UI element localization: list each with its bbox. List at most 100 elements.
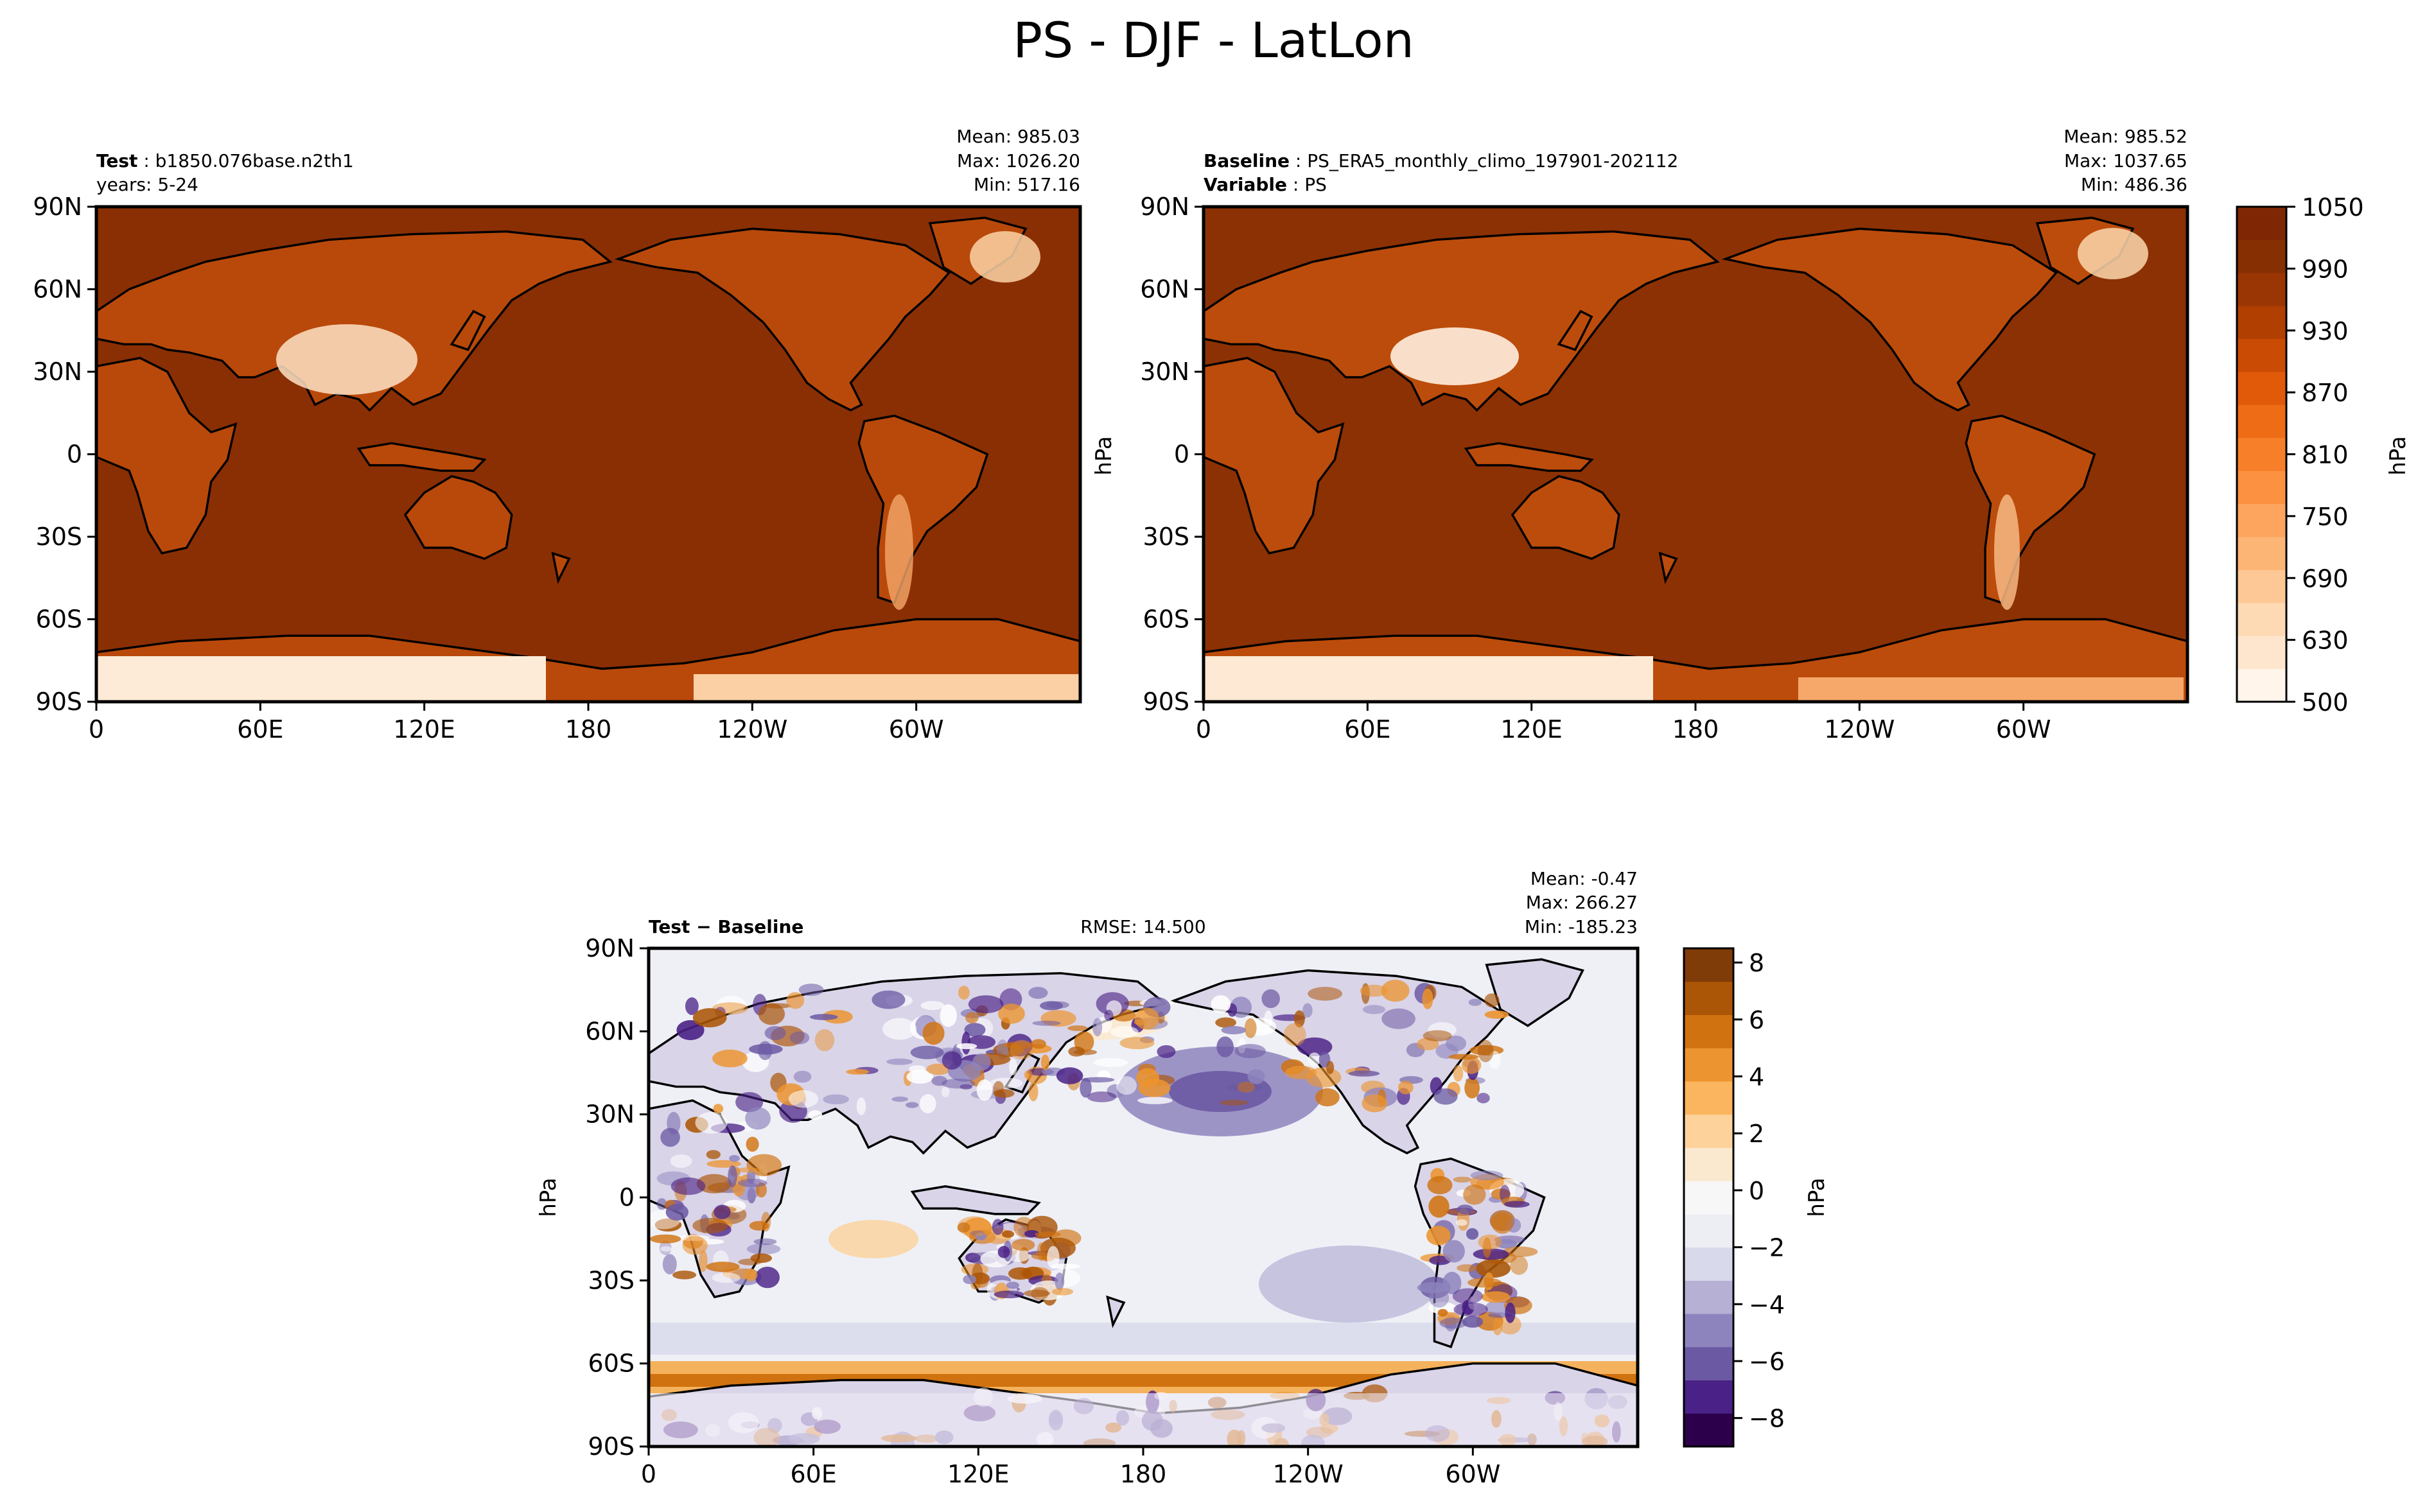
diff-terrain-anomaly (1234, 1044, 1266, 1059)
diff-terrain-anomaly (1080, 1077, 1092, 1098)
diff-terrain-anomaly (1381, 980, 1410, 1002)
diff-terrain-anomaly (758, 1041, 773, 1061)
diff-terrain-anomaly (940, 1004, 957, 1027)
diff-terrain-anomaly (1037, 1242, 1046, 1261)
diff-terrain-anomaly (1308, 1052, 1321, 1066)
diff-colorbar-tick-label: 0 (1749, 1177, 1764, 1205)
main-colorbar: 1050 990 930 870 810 750 690 630 500 hPa (2236, 193, 2411, 717)
diff-terrain-anomaly (1009, 1058, 1017, 1075)
diff-terrain-anomaly (1442, 1271, 1462, 1294)
diff-terrain-anomaly (1237, 1081, 1255, 1093)
diff-terrain-anomaly (1006, 1282, 1019, 1289)
diff-terrain-anomaly (1417, 1282, 1449, 1294)
diff-terrain-anomaly (1092, 1018, 1103, 1037)
diff-terrain-anomaly (1055, 1273, 1065, 1290)
diff-terrain-anomaly (1024, 1070, 1033, 1080)
diff-terrain-anomaly (1134, 1019, 1147, 1025)
lon-tick-label: 0 (89, 715, 104, 743)
diff-colorbar-tick-label: −4 (1749, 1290, 1785, 1319)
diff-terrain-anomaly (814, 1029, 835, 1052)
diff-terrain-anomaly (1428, 1195, 1450, 1218)
diff-terrain-anomaly (714, 1204, 731, 1219)
diff-terrain-anomaly (1491, 1212, 1514, 1234)
diff-terrain-anomaly (957, 1216, 991, 1237)
diff-terrain-anomaly (1056, 1067, 1083, 1084)
lat-tick-label: 60S (36, 605, 82, 634)
diff-terrain-anomaly (1244, 1018, 1257, 1038)
diff-terrain-anomaly (786, 992, 805, 1009)
diff-colorbar-tick-label: −8 (1749, 1405, 1785, 1433)
lat-tick-label: 0 (67, 440, 82, 469)
diff-terrain-anomaly (1012, 1238, 1035, 1251)
diff-terrain-anomaly (1261, 989, 1280, 1009)
diff-colorbar-block (1684, 1181, 1733, 1215)
diff-terrain-anomaly (696, 1174, 732, 1194)
diff-ylabel: hPa (536, 1177, 561, 1217)
diff-terrain-anomaly (1505, 1302, 1516, 1323)
diff-terrain-anomaly (1426, 1226, 1451, 1246)
diff-terrain-anomaly (712, 1049, 748, 1068)
lat-tick-label: 90S (36, 688, 82, 716)
main-colorbar-block (2237, 239, 2286, 274)
diff-terrain-anomaly (738, 1258, 762, 1265)
diff-terrain-anomaly (1110, 1026, 1139, 1038)
baseline-panel: 0 60E 120E 180 120W 60W 90N 60N 30N 0 30S 60S 90S Ba… (1091, 126, 2189, 743)
main-colorbar-block (2237, 503, 2286, 537)
lon-tick-label: 180 (565, 715, 612, 743)
diff-terrain-anomaly (910, 1045, 944, 1059)
test-antarctic-plateau (96, 656, 546, 702)
diff-panel: 0 60E 120E 180 120W 60W 90N 60N 30N 0 30S 60S 90S Te… (536, 868, 1640, 1488)
diff-colorbar: 8 6 4 2 0 −2 −4 −6 −8 hPa (1683, 947, 1830, 1448)
diff-terrain-anomaly (1362, 1094, 1388, 1113)
main-colorbar-tick-label: 870 (2302, 379, 2349, 407)
diff-terrain-anomaly (1360, 984, 1388, 997)
lat-tick-label: 60N (33, 275, 82, 304)
diff-terrain-anomaly (1221, 1026, 1247, 1034)
main-colorbar-tick-label: 810 (2302, 441, 2349, 469)
diff-terrain-anomaly (761, 1212, 771, 1232)
baseline-label: Baseline : PS_ERA5_monthly_climo_197901-… (1204, 150, 1678, 171)
diff-terrain-anomaly (788, 1090, 819, 1108)
diff-terrain-anomaly (964, 1023, 986, 1037)
diff-terrain-anomaly (753, 1238, 777, 1246)
diff-min: Min: -185.23 (1525, 916, 1638, 937)
diff-terrain-anomaly (1457, 1264, 1477, 1272)
diff-terrain-anomaly (789, 1031, 810, 1045)
lon-tick-label: 60E (237, 715, 283, 743)
lat-tick-label: 30N (585, 1100, 635, 1129)
lat-tick-label: 0 (619, 1183, 635, 1212)
diff-colorbar-block (1684, 1247, 1733, 1281)
diff-spacific-low (1259, 1246, 1439, 1323)
diff-terrain-anomaly (656, 1198, 667, 1210)
lon-tick-label: 180 (1672, 715, 1719, 743)
diff-terrain-anomaly (729, 1155, 740, 1162)
main-colorbar-tick-label: 930 (2302, 317, 2349, 345)
diff-terrain-anomaly (1046, 1001, 1069, 1009)
lat-tick-label: 30S (588, 1266, 635, 1294)
lon-tick-label: 120W (717, 715, 787, 743)
diff-terrain-anomaly (758, 1003, 785, 1025)
diff-axis-ticks: 0 60E 120E 180 120W 60W 90N 60N 30N 0 30S 60S 90S (585, 934, 1500, 1488)
lat-tick-label: 30N (33, 358, 82, 386)
lon-tick-label: 60E (1344, 715, 1390, 743)
lat-tick-label: 60N (1140, 275, 1189, 304)
lon-tick-label: 120W (1273, 1460, 1344, 1488)
diff-terrain-anomaly (1453, 1176, 1472, 1183)
main-colorbar-tick-label: 750 (2302, 503, 2349, 531)
baseline-variable: Variable : PS (1204, 174, 1327, 195)
diff-indian-high (828, 1220, 918, 1258)
diff-terrain-anomaly (692, 1217, 728, 1234)
diff-terrain-anomaly (891, 1096, 909, 1102)
diff-terrain-anomaly (746, 1136, 759, 1152)
lon-tick-label: 60E (790, 1460, 836, 1488)
diff-terrain-anomaly (1216, 1036, 1234, 1057)
diff-terrain-anomaly (823, 1094, 849, 1105)
lon-tick-label: 60W (1996, 715, 2051, 743)
diff-colorbar-block (1684, 1280, 1733, 1314)
diff-terrain-anomaly (909, 1065, 926, 1073)
main-colorbar-tick-label: 500 (2302, 688, 2349, 717)
diff-colorbar-block (1684, 981, 1733, 1015)
diff-terrain-anomaly (872, 990, 906, 1009)
lat-tick-label: 60S (1143, 605, 1189, 634)
diff-terrain-anomaly (976, 1079, 993, 1101)
